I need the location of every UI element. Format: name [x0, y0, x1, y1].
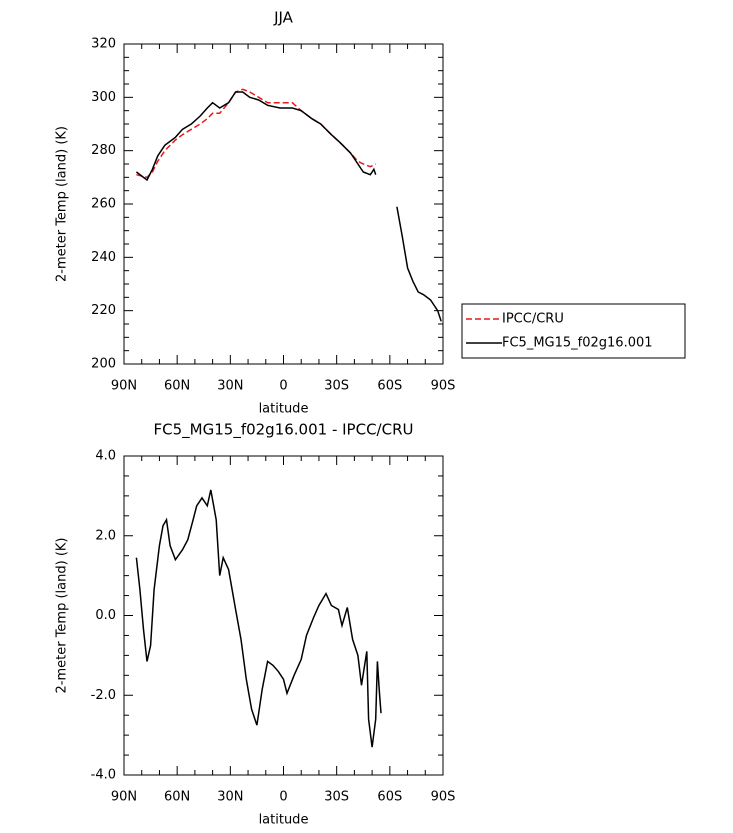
chart-title: FC5_MG15_f02g16.001 - IPCC/CRU: [154, 421, 414, 440]
series-line: [135, 489, 382, 748]
y-axis-label: 2-meter Temp (land) (K): [55, 538, 70, 694]
legend-label: IPCC/CRU: [502, 312, 564, 327]
y-tick-label: 300: [91, 90, 116, 105]
x-tick-label: 90N: [111, 379, 137, 394]
x-tick-label: 90S: [431, 379, 456, 394]
x-tick-label: 60S: [377, 790, 402, 805]
legend-box: [461, 303, 686, 359]
x-tick-label: 60N: [164, 790, 190, 805]
y-tick-label: 2.0: [95, 528, 116, 543]
x-axis-label: latitude: [259, 402, 309, 417]
x-tick-label: 60S: [377, 379, 402, 394]
x-tick-label: 0: [279, 790, 287, 805]
y-tick-label: 200: [91, 357, 116, 372]
x-tick-label: 30N: [217, 790, 243, 805]
plot-frame: [123, 455, 444, 776]
y-tick-label: 260: [91, 197, 116, 212]
x-tick-label: 90N: [111, 790, 137, 805]
x-tick-label: 30N: [217, 379, 243, 394]
y-axis-label: 2-meter Temp (land) (K): [55, 126, 70, 282]
legend-label: FC5_MG15_f02g16.001: [502, 336, 653, 351]
x-axis-label: latitude: [259, 813, 309, 828]
y-tick-label: 220: [91, 303, 116, 318]
x-tick-label: 0: [279, 379, 287, 394]
y-tick-label: 0.0: [95, 608, 116, 623]
y-tick-label: -4.0: [91, 768, 116, 783]
x-tick-label: 60N: [164, 379, 190, 394]
y-tick-label: 4.0: [95, 449, 116, 464]
series-line: [136, 88, 377, 179]
y-tick-label: 320: [91, 37, 116, 52]
y-tick-label: -2.0: [91, 688, 116, 703]
y-tick-label: 280: [91, 143, 116, 158]
x-tick-label: 30S: [324, 790, 349, 805]
y-tick-label: 240: [91, 250, 116, 265]
series-line: [135, 91, 442, 322]
x-tick-label: 30S: [324, 379, 349, 394]
plot-frame: [123, 43, 444, 365]
chart-title: JJA: [273, 9, 294, 27]
x-tick-label: 90S: [431, 790, 456, 805]
